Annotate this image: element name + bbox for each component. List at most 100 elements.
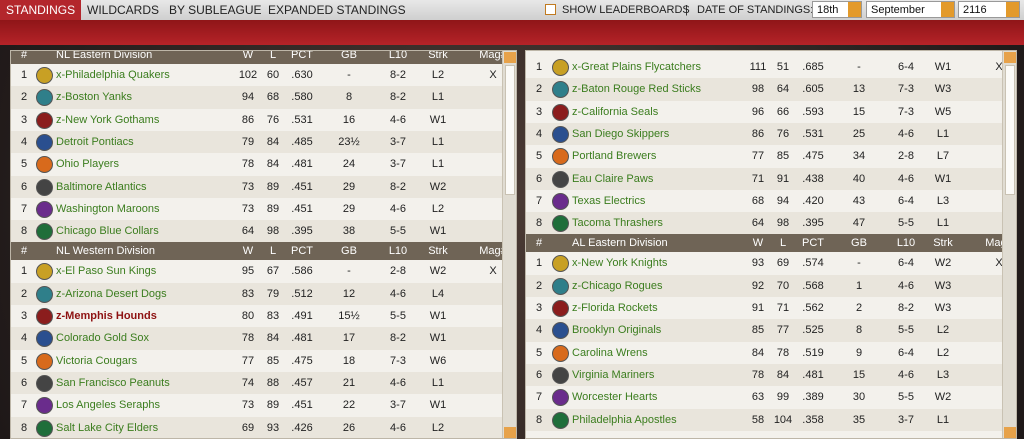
team-row[interactable]: 3 z-Florida Rockets 91 71 .562 2 8-2 W3: [526, 297, 1002, 320]
tab[interactable]: BY SUBLEAGUE: [169, 3, 262, 17]
tab[interactable]: EXPANDED STANDINGS: [268, 3, 406, 17]
team-row[interactable]: 5 Ohio Players 78 84 .481 24 3-7 L1: [11, 153, 502, 176]
team-row[interactable]: 1 x-New York Knights 93 69 .574 - 6-4 W2 X: [526, 252, 1003, 275]
team: z-Baton Rouge Red Sticks: [572, 83, 702, 96]
team-logo: [36, 133, 53, 151]
streak: L1: [936, 217, 950, 230]
leaderboards-label[interactable]: SHOW LEADERBOARDS: [562, 4, 690, 16]
month-select[interactable]: September: [866, 1, 955, 18]
team-logo: [36, 223, 53, 241]
team-row[interactable]: 6 San Francisco Peanuts 74 88 .457 21 4-6 L1: [11, 371, 502, 395]
wins: 91: [751, 302, 765, 314]
team-row[interactable]: 3 z-Memphis Hounds 80 83 .491 15½ 5-5 W1: [11, 305, 502, 328]
team: Carolina Wrens: [572, 346, 648, 359]
column-header: W: [242, 245, 254, 258]
column-header: Strk: [428, 50, 448, 61]
games-back: -: [347, 69, 351, 81]
rank: 5: [536, 346, 543, 359]
pct: .586: [291, 265, 313, 278]
team-row[interactable]: 8 Chicago Blue Collars 64 98 .395 38 5-5 W1: [11, 220, 502, 243]
team: Worcester Hearts: [572, 391, 658, 404]
games-back: 13: [852, 83, 866, 96]
column-header: NL Western Division: [56, 245, 156, 258]
streak: W5: [934, 105, 952, 118]
team: Brooklyn Originals: [572, 324, 662, 337]
team-row[interactable]: 2 z-Boston Yanks 94 68 .580 8 8-2 L1: [11, 86, 502, 109]
games-back: 25: [852, 127, 866, 140]
team-row[interactable]: 6 Baltimore Atlantics 73 89 .451 29 8-2 W2: [11, 175, 502, 198]
team-row[interactable]: 6 Virginia Mariners 78 84 .481 15 4-6 L3: [526, 363, 1002, 387]
scroll-up[interactable]: [504, 52, 516, 63]
team-row[interactable]: 8 Philadelphia Apostles 58 104 .358 35 3-7 L1: [526, 408, 1002, 431]
streak: L2: [936, 324, 950, 337]
team-row[interactable]: 4 Colorado Gold Sox 78 84 .481 17 8-2 W1: [11, 327, 502, 350]
games-back: 29: [342, 202, 356, 215]
scroll-up[interactable]: [1004, 52, 1016, 63]
team-row[interactable]: 3 z-New York Gothams 86 76 .531 16 4-6 W1: [11, 108, 502, 131]
games-back: 38: [342, 225, 356, 238]
team-row[interactable]: 2 z-Arizona Desert Dogs 83 79 .512 12 4-6 L4: [11, 282, 502, 305]
streak: L1: [431, 135, 445, 148]
wins: 94: [241, 91, 255, 104]
games-back: -: [857, 257, 861, 270]
column-header: #: [21, 245, 28, 258]
day-select[interactable]: 18th: [812, 1, 862, 18]
team-row[interactable]: 1 x-Philadelphia Quakers 102 60 .630 - 8-2 L2 X: [11, 64, 502, 87]
tab[interactable]: WILDCARDS: [87, 3, 160, 17]
rank: 7: [536, 194, 543, 207]
last-ten: 8-2: [390, 332, 406, 345]
streak: L3: [936, 194, 950, 207]
magic-number: X: [489, 265, 497, 278]
team-row[interactable]: 2 z-Chicago Rogues 92 70 .568 1 4-6 W3: [526, 274, 1002, 297]
team-row[interactable]: 3 z-California Seals 96 66 .593 15 7-3 W5: [526, 100, 1002, 123]
team-logo: [552, 277, 569, 295]
team-row[interactable]: 7 Worcester Hearts 63 99 .389 30 5-5 W2: [526, 386, 1002, 409]
team-row[interactable]: 1 x-Great Plains Flycatchers 111 51 .685 - 6-4…: [526, 56, 1003, 79]
year-select[interactable]: 2116: [958, 1, 1020, 18]
team-row[interactable]: 7 Washington Maroons 73 89 .451 29 4-6 L2: [11, 197, 502, 221]
column-header: W: [752, 237, 764, 250]
magic-number: X: [995, 257, 1003, 270]
streak: L4: [431, 287, 445, 300]
team-row[interactable]: 8 Tacoma Thrashers 64 98 .395 47 5-5 L1: [526, 212, 1002, 235]
rank: 1: [21, 69, 28, 81]
scroll-thumb[interactable]: [1005, 65, 1015, 195]
scroll-down[interactable]: [504, 427, 516, 438]
leaderboards-checkbox[interactable]: [545, 4, 556, 15]
team-row[interactable]: 8 Salt Lake City Elders 69 93 .426 26 4-6 L2: [11, 416, 502, 438]
losses: 85: [266, 354, 280, 367]
scroll-thumb[interactable]: [505, 65, 515, 195]
rank: 4: [21, 135, 28, 148]
scrollbar[interactable]: [502, 51, 516, 438]
games-back: -: [857, 61, 861, 73]
wins: 63: [751, 391, 765, 404]
rank: 8: [536, 217, 543, 230]
team-row[interactable]: 5 Portland Brewers 77 85 .475 34 2-8 L7: [526, 145, 1002, 168]
scrollbar[interactable]: [1002, 51, 1016, 438]
team-row[interactable]: 7 Los Angeles Seraphs 73 89 .451 22 3-7 W1: [11, 394, 502, 417]
team-row[interactable]: 2 z-Baton Rouge Red Sticks 98 64 .605 13 7-3 W3: [526, 78, 1002, 101]
rank: 7: [536, 391, 543, 404]
team-row[interactable]: 5 Carolina Wrens 84 78 .519 9 6-4 L2: [526, 341, 1002, 364]
team: z-California Seals: [572, 105, 659, 118]
rank: 2: [21, 287, 28, 300]
team-row[interactable]: 4 Detroit Pontiacs 79 84 .485 23½ 3-7 L1: [11, 130, 502, 154]
scroll-down[interactable]: [1004, 427, 1016, 438]
wins: 80: [241, 310, 255, 322]
rank: 8: [21, 421, 28, 434]
team-row[interactable]: 4 Brooklyn Originals 85 77 .525 8 5-5 L2: [526, 319, 1002, 342]
last-ten: 6-4: [898, 61, 914, 73]
team-row[interactable]: 1 x-El Paso Sun Kings 95 67 .586 - 2-8 W2 X: [11, 260, 502, 283]
games-back: 26: [342, 421, 356, 434]
team-row[interactable]: 6 Eau Claire Paws 71 91 .438 40 4-6 W1: [526, 167, 1002, 190]
pct: .525: [802, 324, 824, 337]
streak: W1: [934, 61, 952, 73]
rank: 7: [21, 399, 28, 412]
tab[interactable]: STANDINGS: [0, 0, 82, 20]
team-logo: [552, 411, 569, 429]
team-row[interactable]: 5 Victoria Cougars 77 85 .475 18 7-3 W6: [11, 349, 502, 372]
losses: 71: [776, 302, 790, 314]
header-band: [0, 20, 1024, 45]
team-row[interactable]: 7 Texas Electrics 68 94 .420 43 6-4 L3: [526, 189, 1002, 213]
team-row[interactable]: 4 San Diego Skippers 86 76 .531 25 4-6 L1: [526, 122, 1002, 146]
